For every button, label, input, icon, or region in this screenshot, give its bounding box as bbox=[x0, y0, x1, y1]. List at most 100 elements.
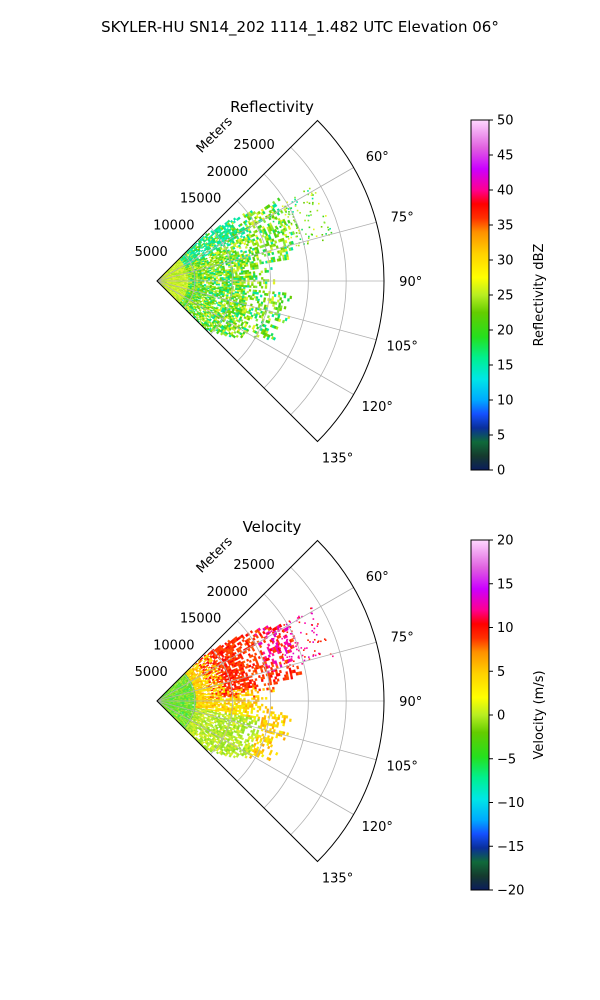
radar-gate bbox=[290, 207, 293, 209]
radar-gate bbox=[278, 291, 281, 295]
radar-gate bbox=[250, 307, 254, 311]
radar-gate bbox=[221, 277, 225, 279]
radar-gate bbox=[249, 285, 252, 288]
radar-gate bbox=[248, 325, 252, 329]
radar-gate bbox=[277, 233, 280, 236]
radar-gate bbox=[225, 278, 228, 281]
radar-gate bbox=[211, 277, 215, 280]
radar-gate bbox=[215, 273, 218, 276]
radar-gate bbox=[286, 256, 290, 261]
radar-gate bbox=[245, 273, 248, 277]
radar-gate bbox=[310, 194, 313, 197]
radar-gate bbox=[278, 258, 282, 262]
radar-gate bbox=[290, 236, 293, 239]
radar-gate bbox=[325, 215, 327, 217]
radar-gate bbox=[272, 279, 276, 282]
radar-gate bbox=[235, 278, 238, 281]
radar-gate bbox=[271, 663, 275, 668]
radar-gate bbox=[273, 203, 278, 208]
radar-gate bbox=[312, 201, 314, 204]
radar-gate bbox=[251, 297, 255, 301]
radar-gate bbox=[270, 332, 274, 337]
radar-gate bbox=[290, 222, 293, 225]
radar-gate bbox=[283, 306, 287, 310]
radar-gate bbox=[243, 277, 246, 280]
radar-gate bbox=[321, 233, 324, 236]
radar-gate bbox=[247, 281, 250, 284]
radar-gate bbox=[287, 235, 290, 238]
radar-gate bbox=[251, 281, 254, 284]
radar-gate bbox=[221, 272, 224, 275]
radar-gate bbox=[239, 272, 242, 275]
range-tick-label: 20000 bbox=[207, 165, 248, 180]
radar-gate bbox=[277, 672, 281, 677]
radar-gate bbox=[274, 217, 277, 220]
radar-gate bbox=[259, 294, 263, 298]
radar-gate bbox=[229, 275, 232, 278]
radar-gate bbox=[200, 657, 204, 660]
radar-gate bbox=[221, 281, 225, 284]
radar-gate bbox=[262, 630, 266, 635]
radar-gate bbox=[249, 246, 253, 250]
radar-gate bbox=[264, 270, 268, 273]
radar-gate bbox=[202, 282, 205, 284]
radar-gate bbox=[278, 221, 280, 223]
radar-gate bbox=[322, 239, 324, 242]
radar-gate bbox=[213, 282, 217, 285]
radar-gate bbox=[199, 286, 203, 289]
radar-gate bbox=[262, 290, 265, 294]
radar-gate bbox=[241, 272, 244, 275]
radar-gate bbox=[262, 299, 266, 303]
radar-gate bbox=[246, 658, 250, 662]
radar-gate bbox=[257, 281, 260, 285]
radar-gate bbox=[240, 249, 243, 253]
radar-gate bbox=[254, 229, 258, 233]
radar-gate bbox=[270, 267, 273, 271]
radar-gate bbox=[244, 245, 248, 249]
radial-axis-label: Meters bbox=[194, 114, 236, 156]
radar-gate bbox=[243, 242, 247, 246]
radar-gate bbox=[256, 292, 259, 295]
colorbar-tick-label: 15 bbox=[497, 359, 514, 374]
radar-gate bbox=[283, 295, 287, 299]
radar-gate bbox=[271, 296, 275, 300]
radar-gate bbox=[287, 238, 290, 240]
radar-gate bbox=[330, 231, 333, 234]
radar-gate bbox=[305, 233, 307, 235]
radar-gate bbox=[215, 287, 218, 290]
radar-gate bbox=[256, 326, 260, 330]
radar-gate bbox=[294, 221, 296, 223]
radar-gate bbox=[285, 253, 289, 258]
radar-gate bbox=[256, 266, 259, 270]
radar-gate bbox=[265, 281, 268, 285]
radar-gate bbox=[311, 203, 314, 206]
radar-gate bbox=[290, 240, 294, 245]
colorbar-tick-label: 40 bbox=[497, 184, 514, 199]
radar-gate bbox=[281, 221, 284, 223]
radar-gate bbox=[267, 252, 271, 256]
radar-gate bbox=[299, 238, 302, 241]
radar-gate bbox=[221, 295, 225, 298]
radar-gate bbox=[203, 285, 207, 287]
radar-gate bbox=[231, 297, 235, 300]
radar-gate bbox=[209, 282, 213, 284]
radar-gate bbox=[248, 289, 252, 292]
radar-gate bbox=[174, 282, 177, 283]
radar-gate bbox=[203, 289, 206, 291]
radar-gate bbox=[219, 277, 223, 279]
radar-gate bbox=[298, 244, 300, 247]
radar-gate bbox=[322, 215, 325, 218]
radar-gate bbox=[217, 287, 220, 290]
radar-gate bbox=[201, 685, 205, 688]
radar-gate bbox=[262, 210, 266, 215]
radar-gate bbox=[235, 274, 238, 277]
radar-gate bbox=[247, 273, 250, 277]
radar-gate bbox=[246, 269, 250, 273]
radar-gate bbox=[208, 247, 212, 250]
radar-gate bbox=[312, 194, 314, 196]
radar-gate bbox=[208, 269, 212, 272]
radar-gate bbox=[307, 237, 310, 240]
radar-gate bbox=[248, 669, 251, 673]
radar-gate bbox=[200, 249, 204, 253]
radar-gate bbox=[305, 214, 308, 217]
